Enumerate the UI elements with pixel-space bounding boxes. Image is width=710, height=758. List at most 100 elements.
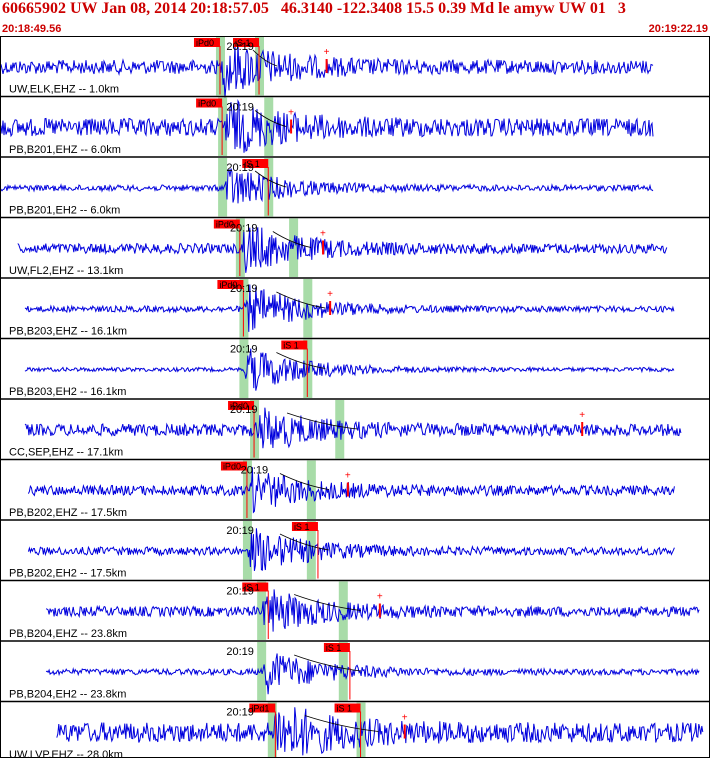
travel-time-curve	[294, 594, 361, 611]
amplitude-plus: +	[327, 289, 333, 300]
pick-flag	[220, 461, 247, 471]
pick-label: iS 1	[244, 159, 260, 169]
waveform	[27, 528, 675, 571]
station-label: PB,B204,EH2 -- 23.8km	[9, 689, 126, 701]
pick-label: iPd0	[230, 401, 248, 411]
pick-flag	[233, 38, 260, 47]
pick-flag	[281, 340, 308, 350]
pick-label: iPd1	[251, 704, 269, 714]
pick-window	[335, 400, 345, 459]
pick-window	[306, 460, 316, 519]
pick-flag	[217, 280, 244, 289]
pick-flag	[291, 522, 318, 531]
pick-window	[306, 521, 316, 580]
time-tick-label: 20:19	[226, 41, 254, 53]
station-label: CC,SEP,EHZ -- 17.1km	[9, 447, 123, 459]
trace-row: + iPd0 iS 120:19 UW,ELK,EHZ -- 1.0km	[0, 37, 710, 98]
pick-window	[289, 218, 299, 277]
amplitude-plus: +	[345, 471, 351, 482]
travel-time-curve	[279, 473, 329, 490]
pick-window	[255, 37, 265, 96]
waveform	[0, 99, 654, 153]
header: 60665902 UW Jan 08, 2014 20:18:57.05 46.…	[0, 0, 710, 36]
pick-label: iS 1	[235, 38, 251, 48]
pick-label: iS 1	[244, 583, 260, 593]
pick-label: iS 1	[294, 522, 310, 532]
travel-time-curve	[272, 231, 312, 248]
end-time: 20:19:22.19	[648, 23, 708, 35]
amplitude-plus: +	[579, 410, 585, 421]
station-label: PB,B202,EHZ -- 17.5km	[9, 507, 127, 519]
trace-row: + iPd1 iS 1 20:19 UW,LVP,EHZ -- 28.0km	[9, 702, 704, 758]
pick-label: iS 1	[283, 341, 299, 351]
waveform	[24, 348, 675, 391]
station-label: UW,ELK,EHZ -- 1.0km	[9, 84, 119, 96]
pick-window	[264, 97, 274, 156]
amplitude-plus: +	[324, 47, 330, 58]
amplitude-plus: +	[320, 229, 326, 240]
pick-flag	[323, 643, 350, 652]
waveform	[17, 226, 668, 273]
pick-label: iPd0	[196, 38, 214, 48]
start-time: 20:18:49.56	[2, 23, 62, 35]
waveform	[45, 653, 700, 695]
time-tick-label: 20:19	[226, 525, 254, 537]
pick-label: iS 1	[326, 643, 342, 653]
travel-time-curve	[254, 110, 287, 127]
pick-flag	[196, 98, 223, 108]
travel-time-curve	[252, 49, 278, 67]
travel-time-curve	[279, 533, 329, 551]
station-label: UW,LVP,EHZ -- 28.0km	[9, 749, 123, 758]
time-tick-label: 20:19	[230, 223, 258, 235]
pick-label: iPd0	[223, 462, 241, 472]
travel-time-curve	[276, 352, 326, 369]
amplitude-plus: +	[288, 108, 294, 119]
amplitude-plus: +	[377, 592, 383, 603]
station-label: PB,B203,EHZ -- 16.1km	[9, 326, 127, 338]
pick-label: iPd0	[219, 280, 237, 290]
trace-row: iS 1 20:19 PB,B202,EH2 -- 17.5km	[0, 521, 710, 582]
time-tick-label: 20:19	[226, 586, 254, 598]
time-tick-label: 20:19	[226, 162, 254, 174]
time-tick-label: 20:19	[241, 465, 269, 477]
time-tick-label: 20:19	[230, 404, 258, 416]
travel-time-curve	[294, 654, 361, 672]
station-label: PB,B204,EHZ -- 23.8km	[9, 628, 127, 640]
waveform	[24, 407, 682, 449]
travel-time-curve	[276, 291, 326, 309]
trace-row: iS 1 20:19 PB,B203,EH2 -- 16.1km	[0, 339, 710, 400]
station-label: PB,B201,EHZ -- 6.0km	[9, 144, 121, 156]
waveform	[45, 589, 700, 632]
pick-window	[239, 339, 249, 398]
pick-flag	[242, 582, 269, 592]
time-tick-label: 20:19	[230, 344, 258, 356]
pick-window	[338, 581, 348, 640]
waveform	[24, 284, 675, 332]
waveform	[0, 168, 654, 204]
pick-flag	[193, 38, 220, 47]
travel-time-curve	[254, 170, 287, 188]
trace-row: iS 1 20:19 PB,B204,EH2 -- 23.8km	[0, 642, 710, 703]
amplitude-plus: +	[402, 713, 408, 724]
pick-flag	[213, 219, 240, 229]
time-tick-label: 20:19	[226, 102, 254, 114]
station-label: UW,FL2,EHZ -- 13.1km	[9, 265, 123, 277]
station-label: PB,B201,EH2 -- 6.0km	[9, 205, 120, 217]
travel-time-curve	[304, 715, 379, 732]
trace-row: + iPd0 20:19 PB,B201,EHZ -- 6.0km	[0, 97, 710, 158]
time-tick-label: 20:19	[226, 707, 254, 719]
waveform	[56, 707, 704, 756]
time-tick-label: 20:19	[230, 283, 258, 295]
travel-time-curve	[286, 412, 358, 430]
pick-flag	[228, 401, 255, 410]
trace-row: + iS 120:19 PB,B204,EHZ -- 23.8km	[0, 581, 710, 642]
station-label: PB,B202,EH2 -- 17.5km	[9, 568, 126, 580]
time-tick-label: 20:19	[226, 646, 254, 658]
trace-row: iS 120:19 PB,B201,EH2 -- 6.0km	[0, 158, 710, 219]
pick-flag	[334, 703, 361, 713]
waveform	[27, 467, 675, 514]
trace-row: + iPd0 20:19 PB,B202,EHZ -- 17.5km	[0, 460, 710, 521]
